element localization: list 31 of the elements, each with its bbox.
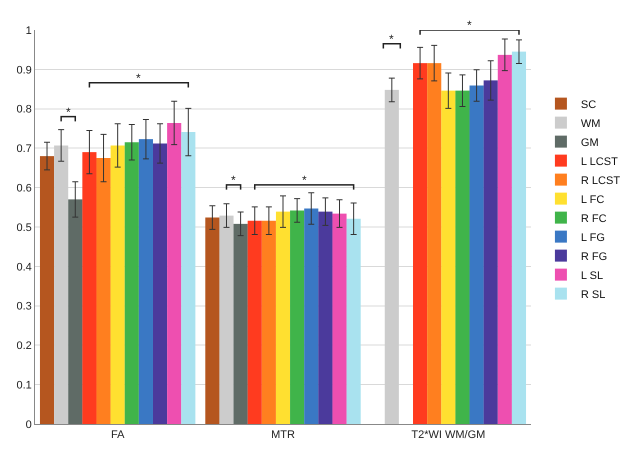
legend-label: R LCST (580, 174, 620, 187)
y-tick-label: 0.9 (16, 64, 32, 76)
x-tick-label: T2*WI WM/GM (411, 429, 486, 442)
annotation: * (302, 173, 307, 187)
y-tick-label: 1 (26, 24, 32, 37)
x-tick-label: MTR (271, 429, 295, 442)
legend-label: R FC (580, 212, 607, 225)
legend-label: GM (580, 136, 599, 149)
y-tick-label: 0.1 (16, 379, 32, 392)
legend-label: L FG (580, 232, 605, 244)
y-tick-label: 0.4 (16, 261, 32, 274)
legend-label: L SL (580, 270, 604, 282)
annotation: * (136, 71, 141, 85)
y-tick-label: 0.2 (16, 340, 32, 352)
legend-label: L FC (580, 194, 604, 206)
y-tick-label: 0 (26, 418, 32, 431)
legend-label: R SL (580, 288, 606, 301)
legend-label: L LCST (580, 156, 618, 168)
legend-label: SC (580, 98, 596, 111)
y-tick-label: 0.7 (16, 143, 32, 156)
y-tick-label: 0.3 (16, 300, 32, 313)
annotation: * (389, 32, 394, 46)
y-tick-label: 0.5 (16, 222, 32, 234)
legend-label: R FG (580, 250, 608, 263)
legend-label: WM (580, 118, 600, 130)
y-tick-label: 0.6 (16, 182, 32, 194)
annotation: * (66, 105, 71, 119)
annotation: * (467, 18, 472, 32)
y-tick-label: 0.8 (16, 104, 32, 116)
annotation: * (231, 173, 236, 187)
x-tick-label: FA (110, 429, 126, 442)
